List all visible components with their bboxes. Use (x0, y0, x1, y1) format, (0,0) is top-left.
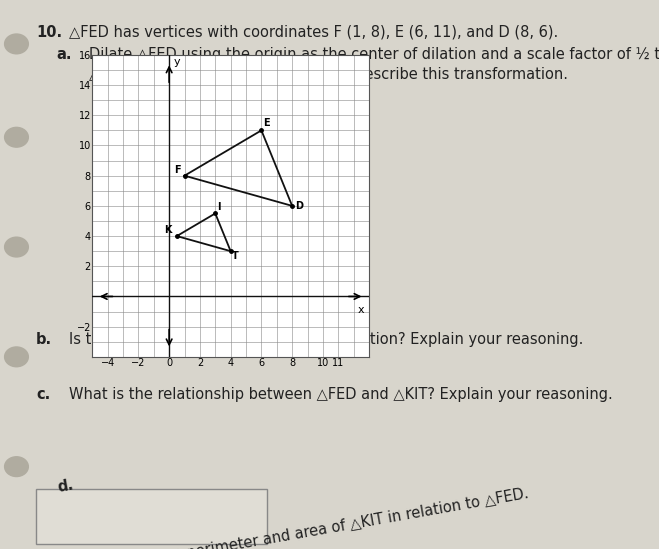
Circle shape (5, 237, 28, 257)
Text: Is the dilation an enlargement or a reduction? Explain your reasoning.: Is the dilation an enlargement or a redu… (69, 332, 584, 347)
Text: c.: c. (36, 387, 51, 402)
Text: y: y (173, 58, 180, 68)
Text: D: D (295, 201, 303, 211)
Text: I: I (217, 203, 220, 212)
Text: What is the relationship between △FED and △KIT? Explain your reasoning.: What is the relationship between △FED an… (69, 387, 613, 402)
Bar (36, 489, 267, 544)
Text: x: x (358, 305, 364, 315)
Text: K: K (165, 225, 172, 235)
Text: d.: d. (56, 478, 74, 495)
Circle shape (5, 127, 28, 147)
Text: △FED has vertices with coordinates F (1, 8), E (6, 11), and D (8, 6).: △FED has vertices with coordinates F (1,… (69, 25, 558, 40)
Circle shape (5, 347, 28, 367)
Text: a.: a. (56, 47, 72, 61)
Text: △KIT and write the algebraic rule to describe this transformation.: △KIT and write the algebraic rule to des… (89, 67, 568, 82)
Text: b.: b. (36, 332, 52, 347)
Text: Describe the perimeter and area of △KIT in relation to △FED.: Describe the perimeter and area of △KIT … (89, 486, 529, 549)
Circle shape (5, 457, 28, 477)
Text: E: E (263, 118, 270, 128)
Text: 10.: 10. (36, 25, 63, 40)
Text: Dilate △FED using the origin as the center of dilation and a scale factor of ½ t: Dilate △FED using the origin as the cent… (89, 47, 659, 61)
Circle shape (5, 34, 28, 54)
Text: T: T (232, 251, 239, 261)
Text: F: F (174, 165, 181, 175)
